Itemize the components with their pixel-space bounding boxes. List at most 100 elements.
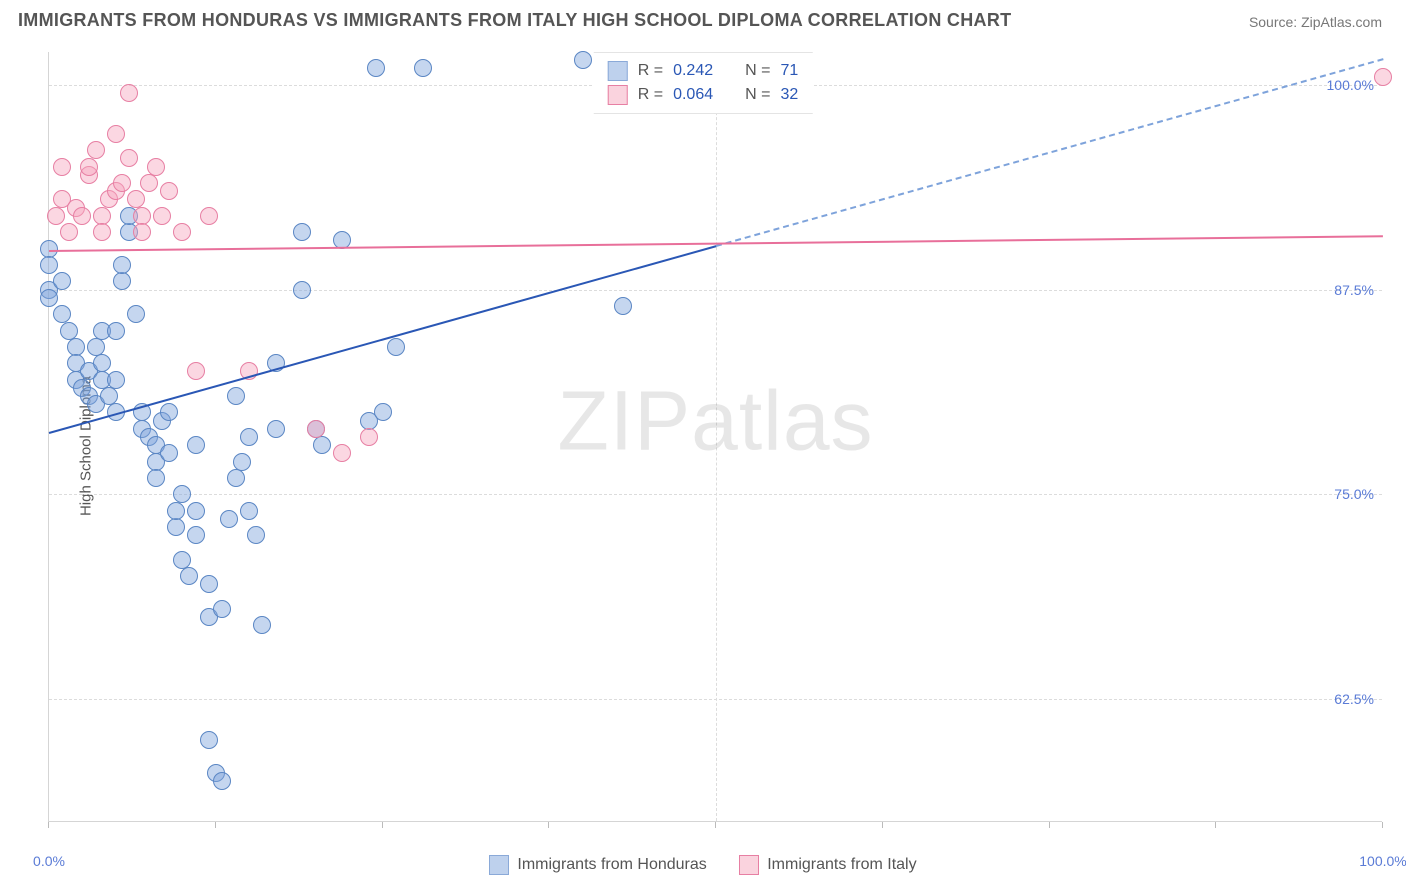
y-tick-label: 87.5% xyxy=(1334,282,1374,298)
data-point-blue xyxy=(167,518,185,536)
data-point-blue xyxy=(53,272,71,290)
x-tick xyxy=(48,822,49,828)
swatch-italy xyxy=(739,855,759,875)
data-point-blue xyxy=(187,436,205,454)
data-point-pink xyxy=(1374,68,1392,86)
data-point-blue xyxy=(87,338,105,356)
data-point-blue xyxy=(160,444,178,462)
legend-label-italy: Immigrants from Italy xyxy=(767,856,916,874)
legend-stats-row-italy: R = 0.064 N = 32 xyxy=(608,83,799,107)
data-point-pink xyxy=(93,207,111,225)
data-point-blue xyxy=(233,453,251,471)
data-point-pink xyxy=(60,223,78,241)
data-point-blue xyxy=(187,526,205,544)
data-point-blue xyxy=(220,510,238,528)
data-point-pink xyxy=(187,362,205,380)
data-point-blue xyxy=(67,338,85,356)
data-point-blue xyxy=(53,305,71,323)
data-point-pink xyxy=(47,207,65,225)
data-point-blue xyxy=(614,297,632,315)
plot-frame: ZIPatlas 62.5%75.0%87.5%100.0%0.0%100.0% xyxy=(48,52,1382,822)
data-point-blue xyxy=(213,772,231,790)
data-point-pink xyxy=(87,141,105,159)
legend-series: Immigrants from Honduras Immigrants from… xyxy=(0,855,1406,880)
data-point-blue xyxy=(100,387,118,405)
data-point-blue xyxy=(574,51,592,69)
y-tick-label: 75.0% xyxy=(1334,486,1374,502)
legend-item-honduras: Immigrants from Honduras xyxy=(489,855,706,875)
data-point-blue xyxy=(107,322,125,340)
data-point-blue xyxy=(40,256,58,274)
data-point-pink xyxy=(160,182,178,200)
x-tick xyxy=(1215,822,1216,828)
data-point-pink xyxy=(153,207,171,225)
y-tick-label: 62.5% xyxy=(1334,691,1374,707)
x-tick xyxy=(715,822,716,828)
r-value-italy: 0.064 xyxy=(673,83,713,107)
data-point-blue xyxy=(113,272,131,290)
data-point-pink xyxy=(120,149,138,167)
data-point-blue xyxy=(60,322,78,340)
chart-title: IMMIGRANTS FROM HONDURAS VS IMMIGRANTS F… xyxy=(18,10,1011,31)
data-point-pink xyxy=(140,174,158,192)
data-point-blue xyxy=(253,616,271,634)
gridline-x xyxy=(716,52,717,821)
n-label: N = xyxy=(745,59,770,83)
data-point-blue xyxy=(200,575,218,593)
data-point-pink xyxy=(93,223,111,241)
data-point-blue xyxy=(40,289,58,307)
data-point-pink xyxy=(133,207,151,225)
y-tick-label: 100.0% xyxy=(1327,77,1374,93)
legend-label-honduras: Immigrants from Honduras xyxy=(517,856,706,874)
data-point-pink xyxy=(107,125,125,143)
r-label: R = xyxy=(638,83,663,107)
data-point-blue xyxy=(293,223,311,241)
data-point-blue xyxy=(107,371,125,389)
trend-line xyxy=(716,59,1384,248)
legend-stats-row-honduras: R = 0.242 N = 71 xyxy=(608,59,799,83)
data-point-blue xyxy=(200,731,218,749)
data-point-pink xyxy=(113,174,131,192)
data-point-blue xyxy=(374,403,392,421)
data-point-blue xyxy=(187,502,205,520)
plot-area: ZIPatlas 62.5%75.0%87.5%100.0%0.0%100.0% xyxy=(49,52,1382,821)
x-tick xyxy=(1382,822,1383,828)
data-point-blue xyxy=(93,354,111,372)
r-value-honduras: 0.242 xyxy=(673,59,713,83)
data-point-pink xyxy=(333,444,351,462)
data-point-blue xyxy=(227,469,245,487)
data-point-blue xyxy=(113,256,131,274)
x-tick xyxy=(882,822,883,828)
data-point-blue xyxy=(240,428,258,446)
x-tick xyxy=(382,822,383,828)
data-point-blue xyxy=(267,420,285,438)
x-tick xyxy=(1049,822,1050,828)
data-point-blue xyxy=(240,502,258,520)
data-point-pink xyxy=(360,428,378,446)
data-point-pink xyxy=(147,158,165,176)
data-point-blue xyxy=(247,526,265,544)
x-tick xyxy=(215,822,216,828)
data-point-pink xyxy=(173,223,191,241)
data-point-blue xyxy=(227,387,245,405)
data-point-blue xyxy=(167,502,185,520)
data-point-blue xyxy=(367,59,385,77)
n-value-italy: 32 xyxy=(780,83,798,107)
data-point-pink xyxy=(53,158,71,176)
x-axis-ticks xyxy=(48,822,1382,832)
data-point-blue xyxy=(147,469,165,487)
data-point-blue xyxy=(160,403,178,421)
data-point-pink xyxy=(307,420,325,438)
n-label: N = xyxy=(745,83,770,107)
data-point-blue xyxy=(127,305,145,323)
legend-item-italy: Immigrants from Italy xyxy=(739,855,916,875)
legend-stats: R = 0.242 N = 71 R = 0.064 N = 32 xyxy=(594,52,813,114)
data-point-pink xyxy=(200,207,218,225)
data-point-blue xyxy=(173,551,191,569)
data-point-pink xyxy=(73,207,91,225)
data-point-pink xyxy=(133,223,151,241)
x-tick xyxy=(548,822,549,828)
n-value-honduras: 71 xyxy=(780,59,798,83)
data-point-blue xyxy=(387,338,405,356)
data-point-blue xyxy=(40,240,58,258)
